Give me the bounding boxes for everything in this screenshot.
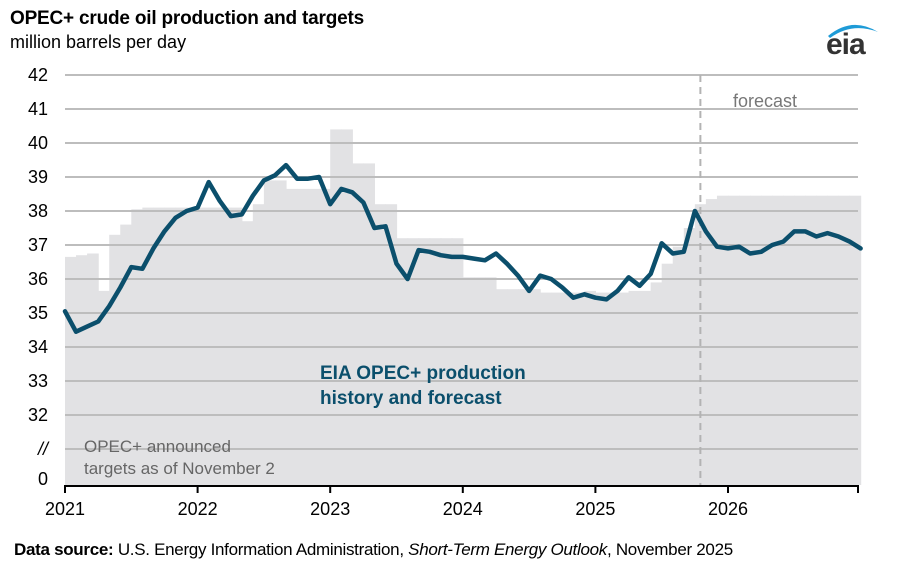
y-tick-label: // [36,439,50,459]
target-bar [319,188,331,485]
data-source-label: Data source: [14,540,114,559]
target-bar [274,180,287,485]
logo-swoosh-icon [828,24,878,38]
targets-area [65,129,862,486]
target-bar [451,238,464,485]
target-bar [363,163,375,485]
data-source: Data source: U.S. Energy Information Adm… [14,540,733,560]
y-axis-ticks: 42 41 40 39 38 37 36 35 34 33 32 // 0 [28,65,50,489]
target-bar [495,289,508,485]
target-bar [705,199,718,485]
target-bar [573,292,585,485]
targets-label-line2: targets as of November 2 [84,459,275,478]
target-bar [683,228,696,485]
target-bar [739,195,751,485]
target-bar [385,204,398,485]
y-tick-label: 42 [28,65,48,85]
target-bar [341,129,353,485]
target-bar [352,163,364,485]
target-bar [396,238,409,485]
chart-title: OPEC+ crude oil production and targets [10,8,364,29]
target-bar [440,238,453,485]
target-bar [407,238,420,485]
target-bar [805,195,817,485]
target-bar [308,188,320,485]
target-bar [418,238,431,485]
target-bar [297,188,309,485]
x-tick-label: 2024 [443,499,483,519]
x-tick-label: 2023 [310,499,350,519]
target-bar [639,290,652,485]
data-source-text: U.S. Energy Information Administration, [113,540,409,559]
target-bar [87,253,99,485]
target-bar [330,129,342,485]
logo-text: eia [826,28,866,61]
x-tick-label: 2025 [575,499,615,519]
target-bar [518,289,530,485]
y-tick-label: 35 [28,303,48,323]
y-tick-label: 33 [28,371,48,391]
x-axis [64,485,859,493]
production-label-line1: EIA OPEC+ production [320,363,526,384]
target-bar [286,188,298,485]
target-bar [838,195,851,485]
target-bar [551,292,563,485]
x-axis-ticks: 2021 2022 2023 2024 2025 2026 [45,499,748,519]
target-bar [650,282,663,485]
target-bar [595,292,608,485]
y-tick-label: 34 [28,337,48,357]
target-bar [529,289,541,485]
target-bar [816,195,829,485]
production-label-line2: history and forecast [320,388,502,409]
y-tick-label: 39 [28,167,48,187]
target-bar [65,256,77,485]
eia-logo: eia [822,18,882,62]
target-bar [728,195,740,485]
y-tick-label: 32 [28,405,48,425]
target-bar [827,195,840,485]
target-bar [540,292,552,485]
target-bar [429,238,442,485]
y-tick-label: 0 [38,469,48,489]
y-tick-label: 37 [28,235,48,255]
target-bar [628,290,641,485]
y-tick-label: 40 [28,133,48,153]
target-bar [783,195,795,485]
forecast-label: forecast [733,91,797,111]
target-bar [772,195,784,485]
targets-label-line1: OPEC+ announced [84,437,231,456]
gridlines [65,74,858,450]
x-tick-label: 2026 [708,499,748,519]
target-bar [849,195,862,485]
target-bar [76,255,88,485]
production-series [62,162,863,334]
x-tick-label: 2021 [45,499,85,519]
target-bar [716,195,729,485]
target-bar [617,292,630,485]
target-bar [661,263,674,485]
target-bar [606,292,619,485]
target-bar [794,195,806,485]
y-tick-label: 38 [28,201,48,221]
chart-subtitle: million barrels per day [10,32,187,52]
data-source-date: , November 2025 [606,540,733,559]
target-bar [562,292,574,485]
target-bar [98,290,110,485]
target-bar [761,195,773,485]
target-bar [374,204,387,485]
x-tick-label: 2022 [178,499,218,519]
y-tick-label: 41 [28,99,48,119]
target-bar [672,246,685,485]
target-bar [120,224,132,485]
target-bar [584,290,596,485]
target-bar [507,289,519,485]
target-bar [241,221,254,485]
target-bar [750,195,762,485]
target-bar [109,234,121,485]
data-source-publication: Short-Term Energy Outlook [408,540,607,559]
target-bar [263,180,276,485]
target-bar [252,204,265,485]
y-tick-label: 36 [28,269,48,289]
